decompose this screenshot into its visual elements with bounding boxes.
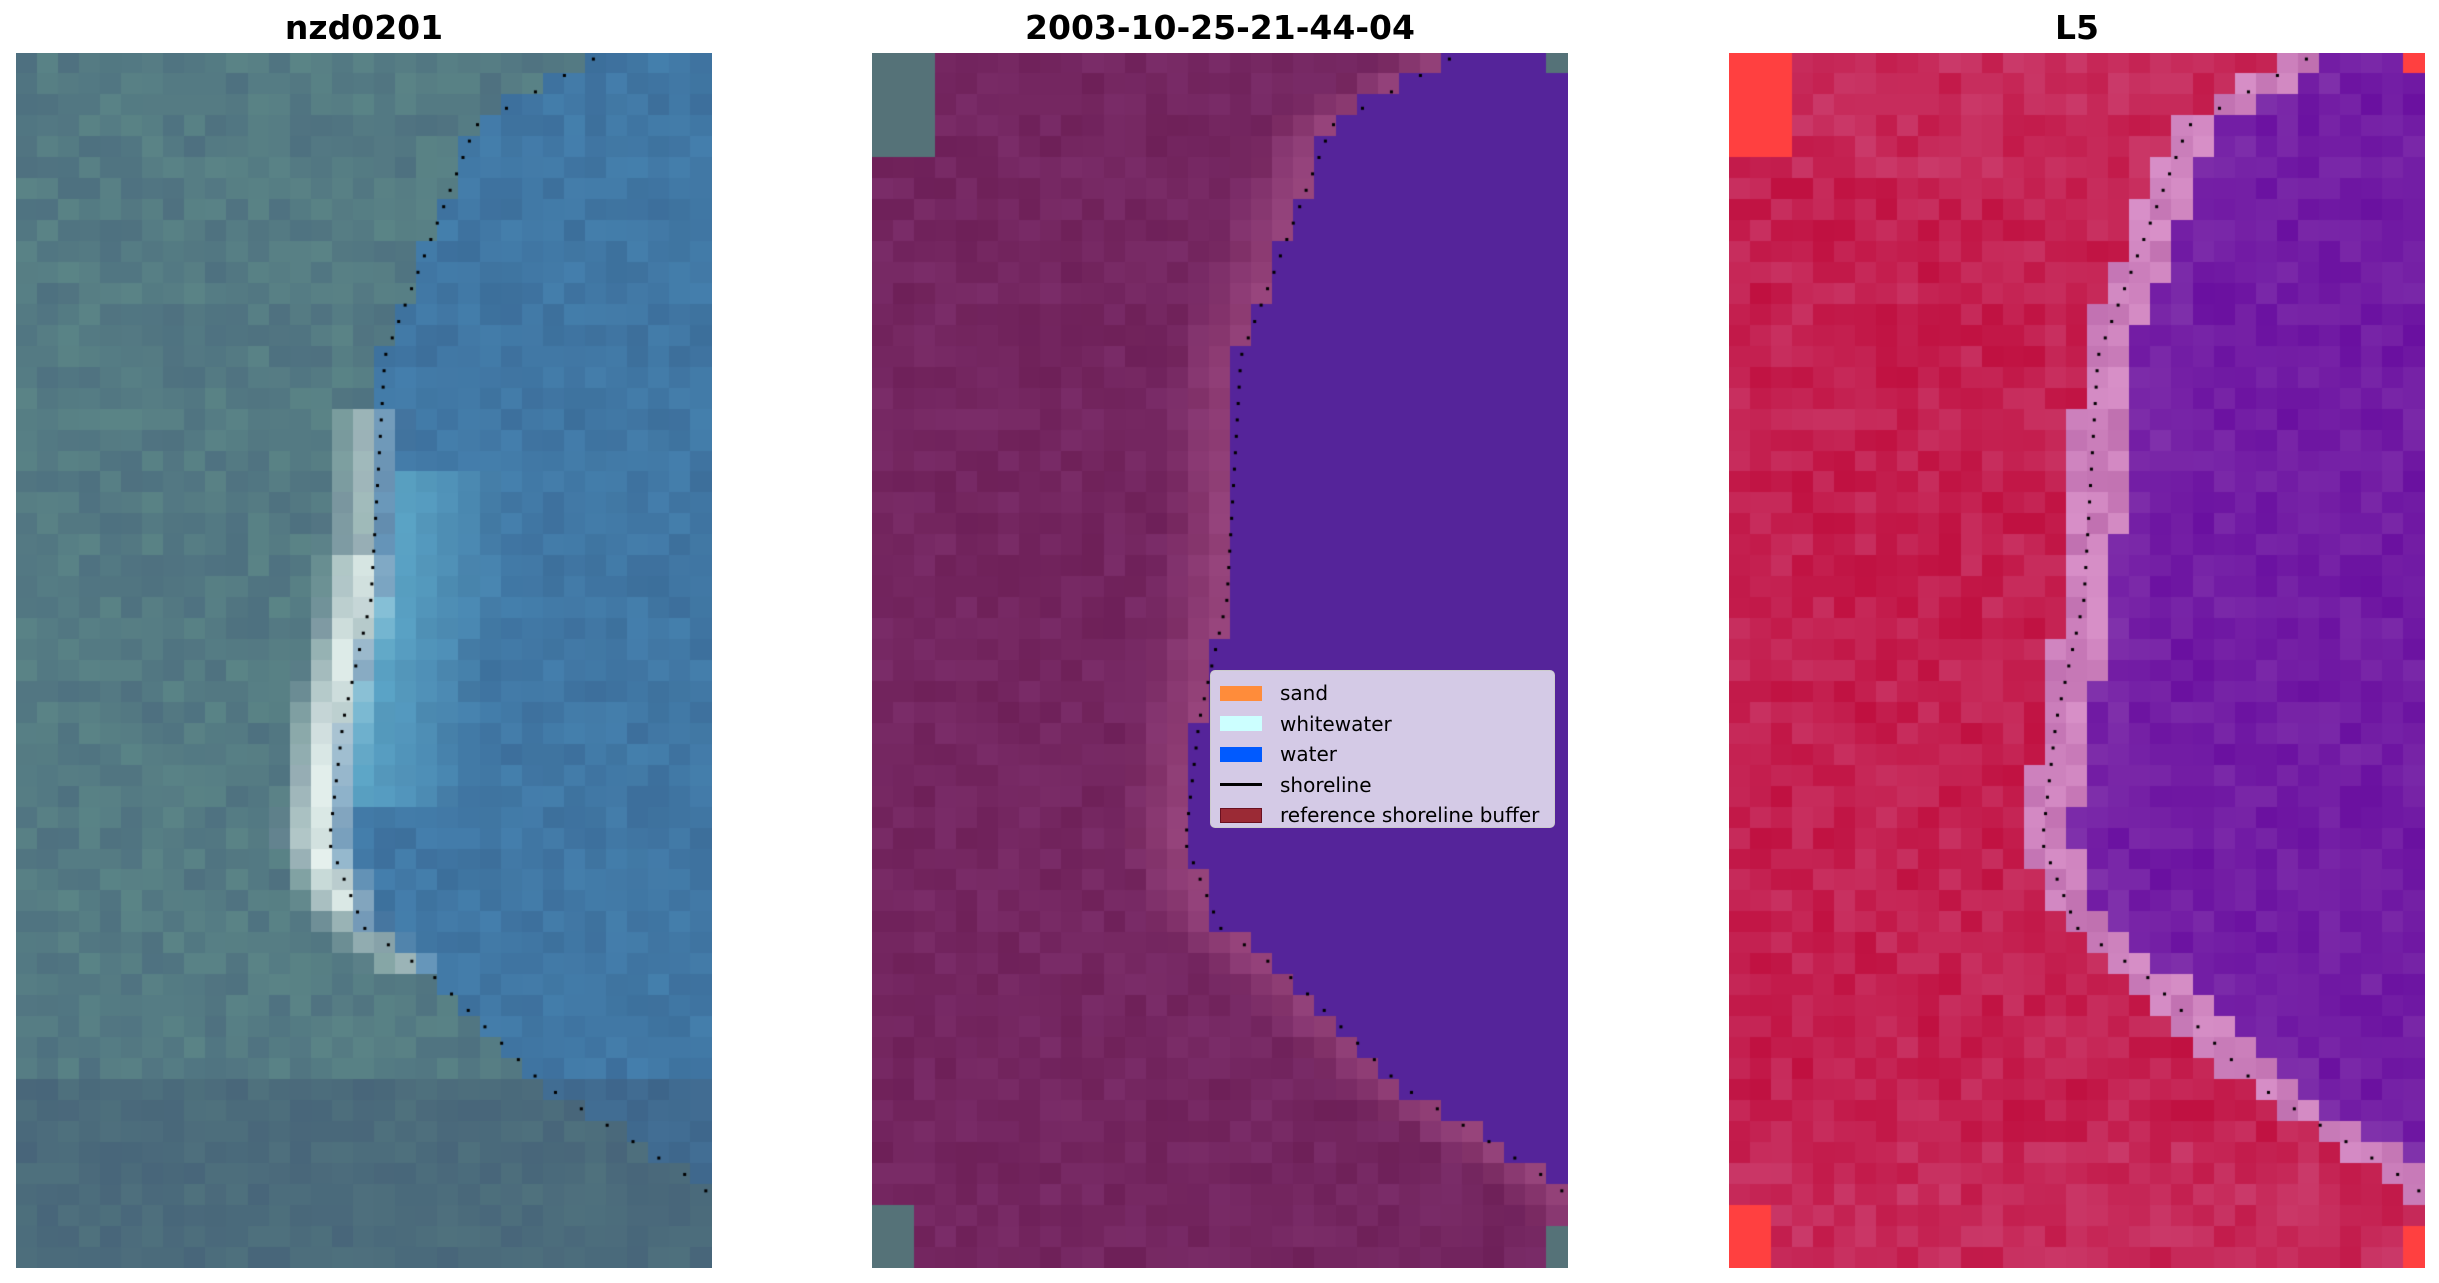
buffer-swatch <box>1220 807 1262 823</box>
sand-swatch <box>1220 685 1262 701</box>
shoreline-line-swatch <box>1220 783 1262 787</box>
legend-item-buffer: reference shoreline buffer <box>1220 800 1554 831</box>
legend-item-shoreline: shoreline <box>1220 770 1554 801</box>
classified-image-panel <box>872 53 1568 1268</box>
panel-title-classified: 2003-10-25-21-44-04 <box>1025 8 1415 47</box>
legend-item-sand: sand <box>1220 678 1554 709</box>
panel-title-index: L5 <box>2055 8 2099 47</box>
panel-title-rgb: nzd0201 <box>284 8 444 47</box>
legend-label: reference shoreline buffer <box>1280 803 1540 828</box>
whitewater-swatch <box>1220 716 1262 732</box>
legend-label: whitewater <box>1280 711 1392 736</box>
legend: sand whitewater water shoreline referenc… <box>1210 670 1555 828</box>
legend-label: shoreline <box>1280 772 1372 797</box>
legend-item-water: water <box>1220 739 1554 770</box>
legend-item-whitewater: whitewater <box>1220 709 1554 740</box>
water-swatch <box>1220 746 1262 762</box>
legend-label: water <box>1280 742 1337 767</box>
index-image-panel <box>1729 53 2425 1268</box>
rgb-image-panel <box>16 53 712 1268</box>
legend-label: sand <box>1280 681 1329 706</box>
